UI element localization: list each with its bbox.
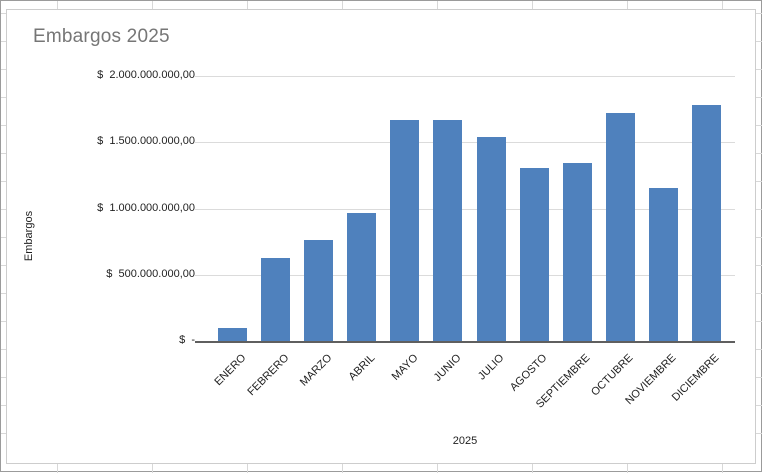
bar-febrero[interactable] xyxy=(261,257,291,341)
y-axis-title: Embargos xyxy=(23,210,35,262)
x-axis-label-enero: ENERO xyxy=(211,352,248,389)
y-gridline xyxy=(195,76,735,77)
x-axis-title: 2025 xyxy=(452,435,478,447)
y-gridline xyxy=(195,208,735,210)
bar-marzo[interactable] xyxy=(304,239,334,341)
y-gridline xyxy=(195,142,735,144)
x-axis-line xyxy=(195,341,735,343)
x-axis-label-junio: JUNIO xyxy=(431,352,464,384)
bar-enero[interactable] xyxy=(218,328,247,341)
y-axis-tick-label: $ - xyxy=(179,334,195,346)
bar-junio[interactable] xyxy=(433,119,463,341)
bar-agosto[interactable] xyxy=(519,168,549,341)
bar-abril[interactable] xyxy=(347,213,377,341)
bar-mayo[interactable] xyxy=(390,120,420,341)
y-axis-tick-label: $ 1.500.000.000,00 xyxy=(97,135,195,148)
bar-diciembre[interactable] xyxy=(691,105,721,341)
bar-septiembre[interactable] xyxy=(562,162,592,341)
y-axis-tick-label: $ 500.000.000,00 xyxy=(106,267,195,280)
x-axis-label-agosto: AGOSTO xyxy=(507,352,550,394)
x-axis-label-abril: ABRIL xyxy=(346,352,378,383)
y-axis-tick-label: $ 1.000.000.000,00 xyxy=(97,201,195,214)
chart-title[interactable]: Embargos 2025 xyxy=(33,26,170,47)
y-gridline xyxy=(195,274,735,276)
x-axis-label-marzo: MARZO xyxy=(297,352,335,389)
embargos-chart[interactable]: Embargos 2025 Embargos 2025 $ 2.000.000.… xyxy=(6,9,756,464)
bar-noviembre[interactable] xyxy=(648,188,678,341)
bar-julio[interactable] xyxy=(476,136,506,341)
x-axis-label-mayo: MAYO xyxy=(389,352,421,383)
x-axis-title-wrap: 2025 xyxy=(195,431,735,449)
x-axis-label-febrero: FEBRERO xyxy=(244,352,292,399)
x-axis-label-julio: JULIO xyxy=(475,352,507,383)
bar-octubre[interactable] xyxy=(605,113,635,341)
y-axis-tick-label: $ 2.000.000.000,00 xyxy=(97,69,195,81)
